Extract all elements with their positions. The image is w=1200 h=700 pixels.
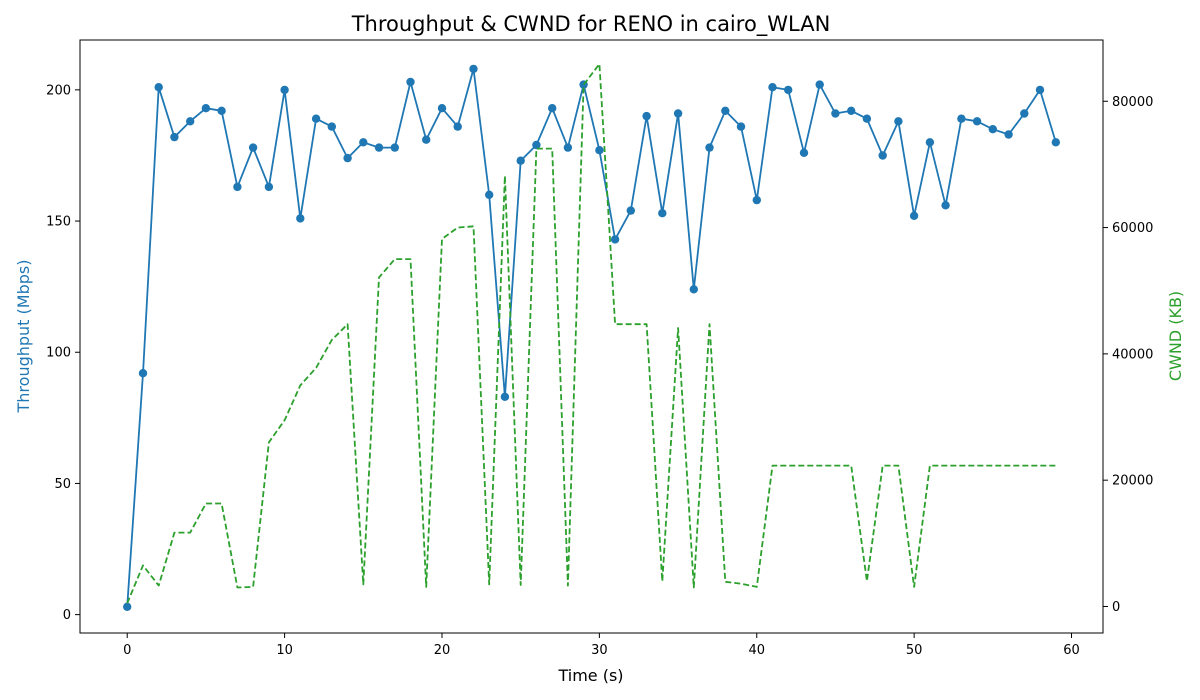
throughput-point (862, 114, 872, 123)
throughput-point (784, 85, 793, 95)
throughput-point (548, 104, 557, 113)
throughput-point (264, 182, 274, 192)
throughput-point (374, 143, 384, 152)
throughput-point (815, 80, 824, 89)
throughput-point (516, 156, 525, 165)
throughput-point (500, 392, 510, 401)
throughput-point (658, 209, 667, 218)
cwnd-line (126, 63, 1056, 604)
throughput-point (233, 182, 242, 192)
throughput-point (595, 146, 604, 155)
y-tick-label: 150 (46, 215, 71, 230)
y2-tick-label: 80000 (1112, 95, 1153, 110)
throughput-point (1004, 130, 1013, 139)
chart-title: Throughput & CWND for RENO in cairo_WLAN (351, 12, 831, 37)
x-tick-label: 50 (906, 643, 923, 658)
throughput-point (878, 151, 887, 160)
throughput-point (705, 143, 714, 152)
plot-frame (79, 39, 1104, 634)
throughput-point (642, 111, 651, 121)
throughput-point (673, 109, 683, 118)
y-axis-label: Throughput (Mbps) (14, 260, 33, 414)
y2-tick-label: 40000 (1112, 347, 1153, 362)
throughput-point (453, 122, 462, 131)
throughput-point (1051, 138, 1061, 147)
throughput-point (343, 153, 352, 163)
throughput-line (126, 68, 1057, 607)
throughput-point (123, 602, 132, 611)
throughput-point (736, 122, 746, 131)
x-tick-label: 20 (434, 643, 451, 658)
throughput-point (847, 106, 856, 116)
x-tick-label: 10 (276, 643, 293, 658)
throughput-point (988, 125, 997, 134)
throughput-point (768, 83, 777, 92)
throughput-point (201, 104, 211, 113)
y2-axis-label: CWND (KB) (1166, 291, 1185, 381)
throughput-point (831, 109, 840, 118)
throughput-point (925, 138, 935, 147)
y-tick-label: 100 (46, 346, 71, 361)
throughput-point (406, 77, 415, 87)
throughput-point (248, 143, 258, 152)
throughput-point (296, 214, 305, 223)
y2-tick-label: 60000 (1112, 221, 1153, 236)
throughput-point (437, 104, 447, 113)
x-tick-label: 0 (123, 643, 131, 658)
throughput-point (138, 369, 148, 378)
throughput-point (626, 206, 635, 215)
throughput-point (610, 235, 620, 244)
throughput-point (186, 117, 195, 126)
throughput-point (154, 83, 163, 92)
throughput-point (311, 114, 321, 123)
y2-tick-label: 0 (1112, 600, 1120, 615)
throughput-point (1020, 109, 1029, 118)
throughput-point (957, 114, 966, 123)
throughput-point (170, 132, 179, 142)
throughput-point (469, 64, 478, 74)
throughput-point (280, 85, 289, 95)
y-tick-label: 0 (63, 608, 71, 623)
throughput-point (390, 143, 399, 152)
x-tick-label: 30 (591, 643, 608, 658)
throughput-point (689, 285, 698, 294)
throughput-point (721, 106, 730, 116)
throughput-point (894, 117, 903, 126)
throughput-point (327, 122, 336, 131)
y2-tick-label: 20000 (1112, 474, 1153, 489)
throughput-point (485, 190, 494, 199)
throughput-point (941, 201, 950, 210)
throughput-point (422, 135, 431, 144)
throughput-point (972, 117, 982, 126)
throughput-point (799, 148, 809, 157)
x-tick-label: 60 (1063, 643, 1080, 658)
throughput-point (1035, 85, 1045, 95)
throughput-point (909, 211, 919, 220)
x-axis-label: Time (s) (557, 666, 623, 685)
y-tick-label: 200 (46, 83, 71, 98)
throughput-point (752, 195, 761, 205)
y-tick-label: 50 (54, 477, 71, 492)
throughput-point (563, 143, 573, 152)
throughput-point (359, 138, 368, 147)
throughput-point (532, 140, 541, 150)
throughput-point (217, 106, 226, 116)
x-tick-label: 40 (748, 643, 765, 658)
